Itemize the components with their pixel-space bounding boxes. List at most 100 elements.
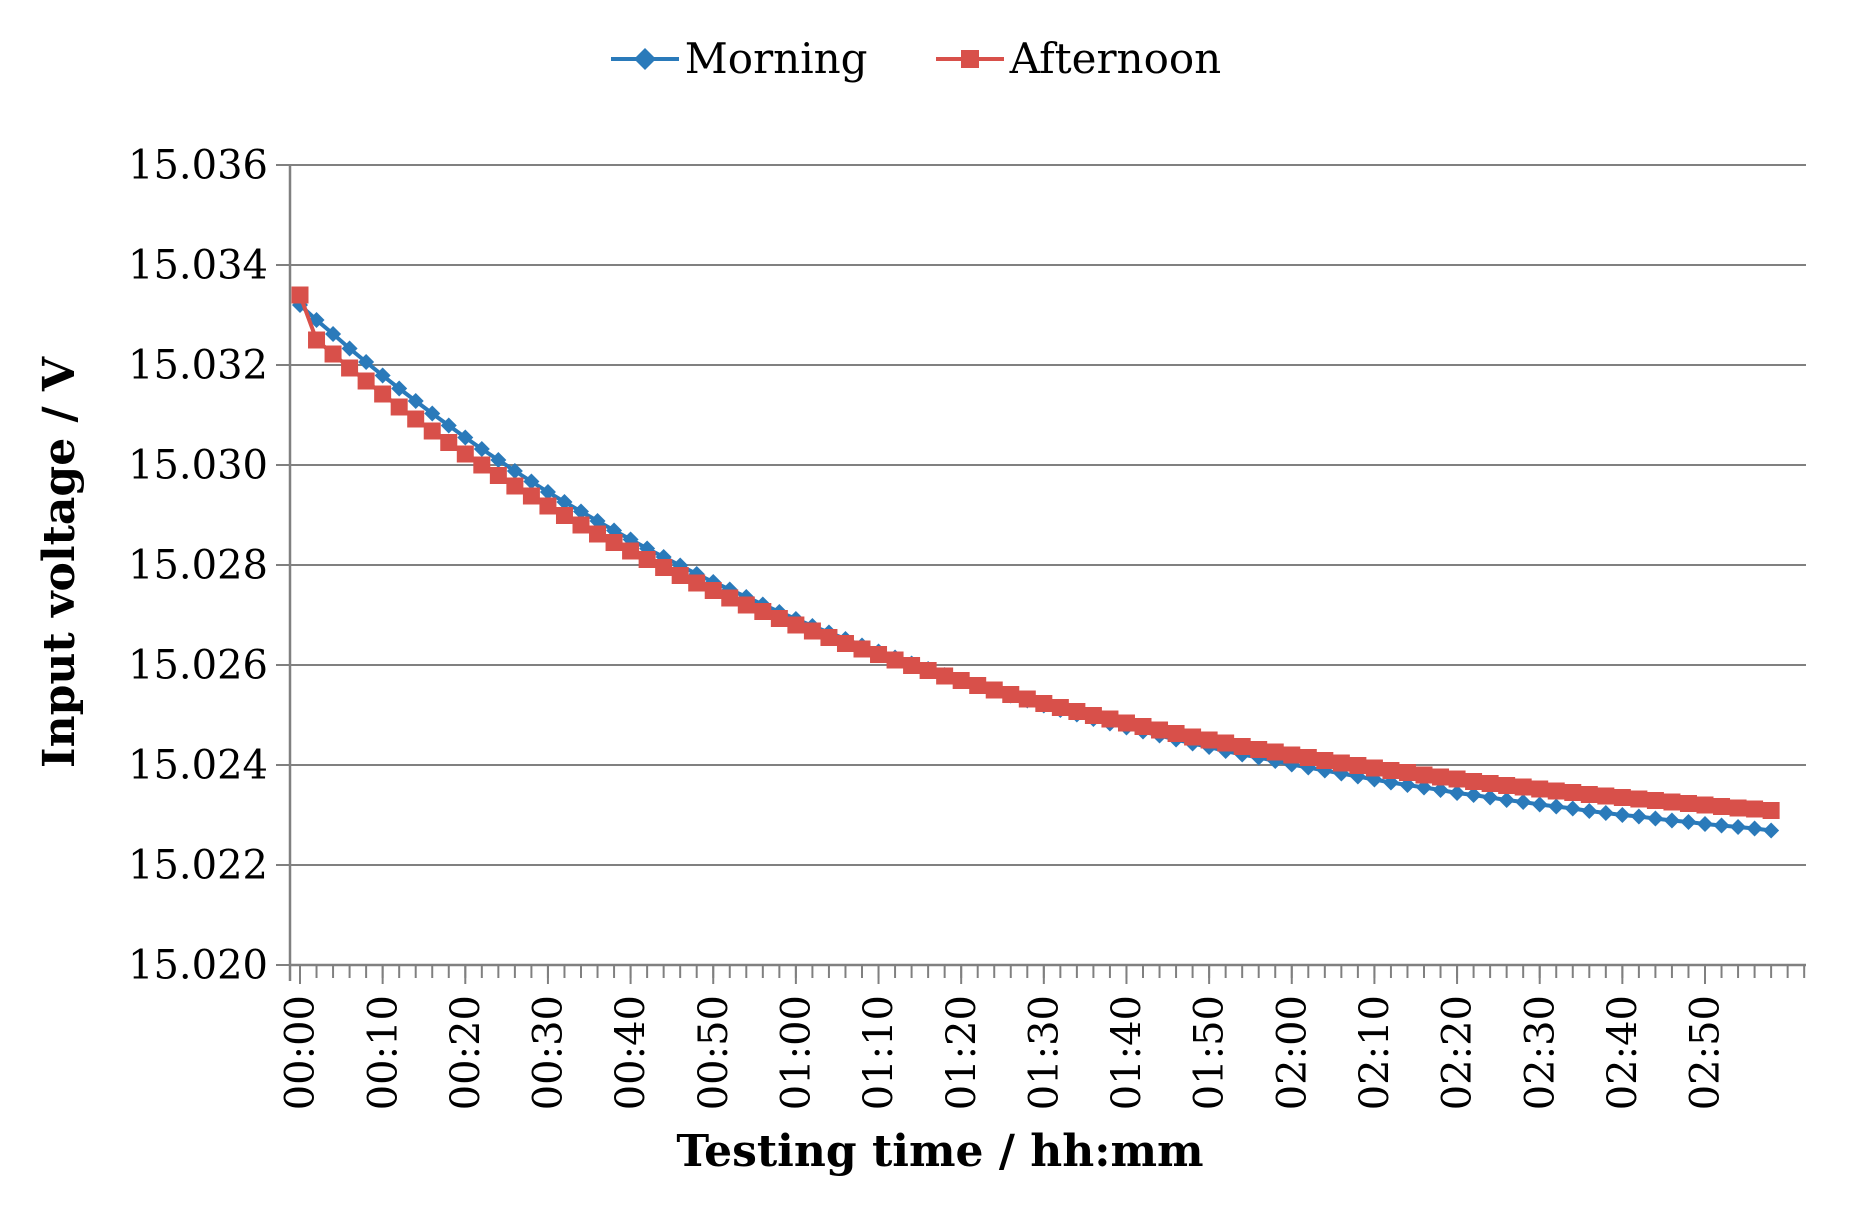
morning-series-line: [298, 303, 1772, 833]
morning-marker-diamond: [1763, 822, 1780, 839]
x-axis-title: Testing time / hh:mm: [676, 1126, 1204, 1177]
afternoon-marker-square: [1762, 802, 1780, 819]
x-tick-label: 00:00: [278, 995, 324, 1110]
afternoon-marker-square: [1134, 718, 1152, 735]
afternoon-marker-square: [1580, 786, 1598, 803]
y-tick-label: 15.028: [128, 543, 268, 589]
afternoon-marker-square: [919, 662, 937, 679]
y-tick-label: 15.020: [128, 943, 268, 989]
afternoon-marker-square: [1713, 798, 1731, 815]
afternoon-marker-square: [969, 677, 987, 694]
afternoon-marker-square: [522, 487, 540, 505]
x-tick-label: 01:00: [773, 995, 819, 1110]
afternoon-marker-square: [1035, 695, 1053, 712]
y-tick-label: 15.022: [128, 843, 268, 889]
morning-marker-diamond: [1564, 800, 1581, 817]
morning-legend-diamond-icon: [633, 47, 656, 70]
morning-legend-marker-icon: [610, 47, 679, 70]
legend-item-afternoon: Afternoon: [934, 34, 1221, 83]
afternoon-marker-square: [291, 286, 309, 304]
afternoon-marker-square: [324, 345, 342, 363]
x-tick-label: 01:50: [1187, 995, 1233, 1110]
y-tick-label: 15.024: [128, 743, 268, 789]
morning-marker-diamond: [490, 452, 507, 468]
afternoon-marker-square: [1746, 800, 1764, 818]
morning-marker-diamond: [1730, 819, 1747, 835]
morning-marker-diamond: [539, 484, 556, 500]
afternoon-marker-square: [770, 610, 788, 627]
afternoon-marker-square: [1729, 799, 1747, 817]
morning-marker-diamond: [1597, 805, 1614, 821]
afternoon-marker-square: [1151, 721, 1169, 739]
morning-marker-diamond: [424, 405, 441, 422]
x-tick-label: 02:30: [1517, 995, 1563, 1110]
afternoon-marker-square: [655, 559, 673, 576]
morning-marker-diamond: [1432, 782, 1449, 798]
afternoon-marker-square: [1630, 790, 1648, 808]
afternoon-marker-square: [1613, 789, 1631, 806]
afternoon-marker-square: [820, 629, 838, 646]
afternoon-marker-square: [589, 525, 607, 543]
afternoon-marker-square: [754, 603, 772, 620]
afternoon-series-line: [298, 294, 1772, 813]
x-tick-label: 02:40: [1600, 995, 1646, 1110]
afternoon-marker-square: [506, 477, 524, 495]
afternoon-marker-square: [1117, 714, 1135, 732]
morning-marker-diamond: [506, 463, 523, 479]
morning-marker-diamond: [1482, 789, 1499, 806]
morning-marker-diamond: [358, 354, 375, 370]
x-tick-label: 00:40: [608, 995, 654, 1110]
afternoon-marker-square: [1250, 741, 1268, 758]
x-tick-label: 02:10: [1352, 995, 1398, 1110]
x-tick-label: 01:40: [1104, 995, 1150, 1110]
afternoon-marker-square: [1663, 793, 1681, 811]
afternoon-marker-square: [952, 672, 970, 689]
afternoon-marker-square: [1051, 699, 1069, 716]
morning-marker-diamond: [589, 513, 606, 529]
morning-marker-diamond: [325, 326, 342, 342]
afternoon-marker-square: [1084, 707, 1102, 724]
afternoon-marker-square: [803, 622, 821, 640]
morning-marker-diamond: [1531, 796, 1548, 813]
afternoon-marker-square: [308, 331, 326, 349]
afternoon-marker-square: [1514, 778, 1532, 796]
afternoon-marker-square: [1018, 690, 1036, 708]
morning-marker-diamond: [1663, 812, 1680, 829]
afternoon-marker-square: [1365, 759, 1383, 777]
legend-label-morning: Morning: [684, 34, 868, 83]
morning-marker-diamond: [523, 473, 540, 490]
afternoon-marker-square: [1564, 784, 1582, 801]
afternoon-marker-square: [1233, 738, 1251, 755]
afternoon-marker-square: [1200, 731, 1218, 749]
afternoon-marker-square: [704, 582, 722, 599]
morning-marker-diamond: [1548, 798, 1565, 815]
morning-marker-diamond: [341, 340, 358, 357]
y-axis-title: Input voltage / V: [34, 356, 85, 768]
afternoon-marker-square: [1398, 764, 1416, 781]
afternoon-marker-square: [1448, 770, 1466, 788]
x-tick-label: 01:30: [1021, 995, 1067, 1110]
afternoon-marker-square: [836, 635, 854, 652]
afternoon-marker-square: [423, 422, 441, 440]
afternoon-marker-square: [555, 507, 573, 524]
y-tick-label: 15.026: [128, 643, 268, 689]
afternoon-marker-square: [440, 434, 458, 451]
chart-legend: Morning Afternoon: [0, 34, 1830, 83]
afternoon-marker-square: [390, 398, 408, 416]
x-tick-label: 02:00: [1269, 995, 1315, 1110]
afternoon-marker-square: [1101, 710, 1119, 728]
afternoon-marker-square: [473, 456, 491, 474]
afternoon-marker-square: [870, 646, 888, 663]
morning-marker-diamond: [1465, 787, 1482, 803]
afternoon-marker-square: [1002, 686, 1020, 703]
x-tick-label: 02:50: [1683, 995, 1729, 1110]
x-tick-label: 00:50: [691, 995, 737, 1110]
morning-marker-diamond: [556, 494, 573, 510]
afternoon-marker-square: [1068, 703, 1086, 720]
morning-marker-diamond: [573, 503, 589, 520]
afternoon-marker-square: [1299, 749, 1317, 766]
afternoon-marker-square: [985, 681, 1003, 699]
afternoon-marker-square: [688, 574, 706, 592]
